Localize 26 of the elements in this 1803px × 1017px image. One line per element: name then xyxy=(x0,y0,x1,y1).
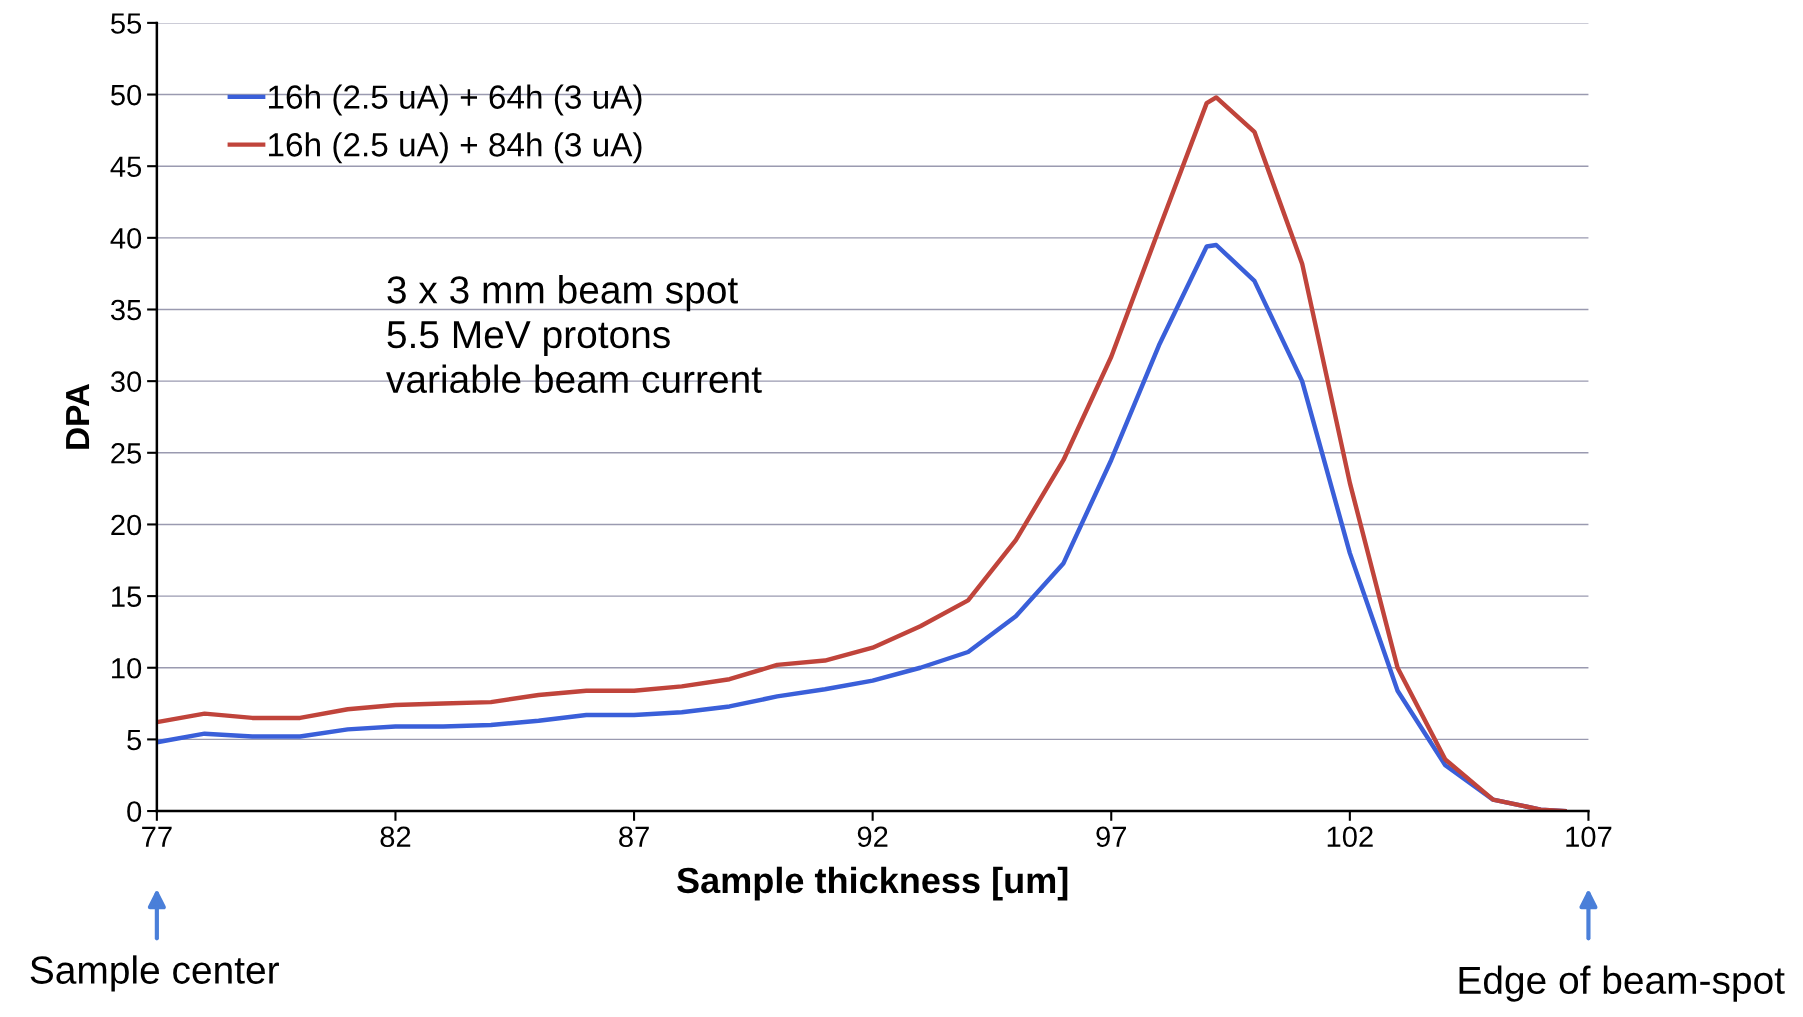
y-tick-label: 10 xyxy=(112,657,142,679)
x-tick-label: 102 xyxy=(1327,826,1373,848)
annotation: 3 x 3 mm beam spot 5.5 MeV protons variable beam current xyxy=(386,275,762,394)
text: Sample center xyxy=(30,955,279,992)
x-tick-label: 82 xyxy=(380,826,411,848)
y-tick-label: 30 xyxy=(110,371,142,392)
y-tick-label: 15 xyxy=(112,586,142,607)
y-tick-label: 20 xyxy=(111,514,142,536)
y-tick-label: 0 xyxy=(127,801,142,822)
x-axis-title: Sample thickness [um] xyxy=(677,866,1068,901)
x-tick-label: 77 xyxy=(142,826,172,847)
x-tick-label: 87 xyxy=(619,826,649,848)
x-tick-label: 107 xyxy=(1566,826,1612,848)
y-tick-label: 55 xyxy=(111,13,142,34)
y-tick-label: 45 xyxy=(110,156,142,178)
y-tick-label: 40 xyxy=(110,228,142,249)
y-axis-title: DPA xyxy=(66,383,90,449)
y-tick-label: 50 xyxy=(111,84,142,106)
legend-label: 16h (2.5 uA) + 84h (3 uA) xyxy=(269,132,642,164)
text: Edge of beam-spot xyxy=(1459,965,1785,1002)
y-tick-label: 25 xyxy=(111,443,142,464)
x-tick-label: 97 xyxy=(1096,826,1127,848)
legend-label: 16h (2.5 uA) + 64h (3 uA) xyxy=(269,84,642,116)
y-tick-label: 5 xyxy=(127,729,142,751)
y-tick-label: 35 xyxy=(110,299,142,321)
x-tick-label: 92 xyxy=(857,826,888,848)
